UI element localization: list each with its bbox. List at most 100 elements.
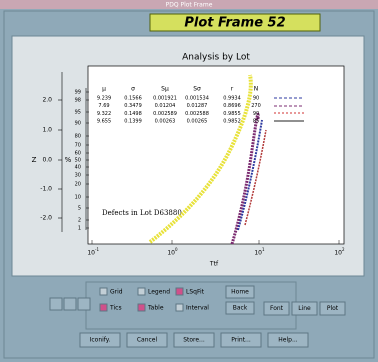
table-cell: 90: [253, 111, 259, 117]
checkbox[interactable]: [137, 303, 146, 312]
frame-banner: [149, 13, 321, 32]
table-cell: 0.01204: [155, 103, 176, 109]
checkbox[interactable]: [175, 303, 184, 312]
x-tick-exponent: 2: [342, 247, 345, 252]
button-label: Font: [270, 305, 284, 312]
table-cell: 270: [251, 103, 261, 109]
table-cell: 90: [253, 96, 259, 102]
button[interactable]: [319, 301, 346, 316]
percent-label: %: [65, 156, 72, 164]
table-cell: 0.001921: [153, 96, 177, 102]
x-tick-exponent: -1: [95, 247, 99, 252]
button[interactable]: [263, 301, 290, 316]
trace-blue: [237, 119, 263, 231]
checkbox[interactable]: [175, 287, 184, 296]
table-header: μ: [102, 86, 106, 93]
table-cell: 0.00263: [155, 119, 176, 125]
data-traces: [148, 74, 267, 245]
button[interactable]: [267, 332, 309, 348]
percent-tick-label: 80: [75, 134, 81, 140]
annotation: Defects in Lot D63880: [102, 209, 182, 217]
x-tick-label: 10: [254, 250, 262, 257]
trace-yellow: [148, 74, 253, 244]
checkbox-label: Legend: [148, 289, 170, 296]
checkbox-label: LSqFit: [186, 289, 205, 296]
z-tick-label: -2.0: [40, 215, 52, 222]
button-label: Iconify.: [90, 337, 111, 344]
table-cell: 0.8696: [223, 103, 241, 109]
z-tick-label: 1.0: [42, 127, 52, 134]
table-cell: 0.1498: [124, 111, 142, 117]
percent-tick-label: 1: [78, 226, 81, 232]
percent-tick-label: 95: [75, 110, 81, 116]
button-label: Plot: [327, 305, 339, 312]
plot-title: Analysis by Lot: [182, 53, 250, 63]
tool-icon[interactable]: [63, 297, 77, 311]
z-tick-label: 0.0: [42, 157, 52, 164]
x-tick-label: 10: [334, 250, 342, 257]
z-tick-label: 2.0: [42, 97, 52, 104]
button-label: Cancel: [137, 337, 158, 344]
x-tick-label: 10: [87, 250, 95, 257]
plot-area: [87, 65, 345, 245]
checkbox-label: Interval: [186, 305, 209, 312]
tool-icon[interactable]: [77, 297, 91, 311]
button[interactable]: [173, 332, 215, 348]
frame-title: Plot Frame 52: [184, 16, 285, 31]
button-label: Help...: [278, 337, 297, 344]
checkbox[interactable]: [137, 287, 146, 296]
percent-tick-label: 2: [78, 218, 81, 224]
window-title: PDQ Plot Frame: [166, 2, 213, 9]
table-cell: 9.655: [97, 119, 111, 125]
button[interactable]: [126, 332, 168, 348]
table-cell: 7.69: [98, 103, 109, 109]
percent-tick-label: 5: [78, 206, 81, 212]
table-cell: 0.9855: [223, 111, 241, 117]
table-cell: 0.3479: [124, 103, 142, 109]
table-cell: 9.239: [97, 96, 111, 102]
x-tick-exponent: 0: [175, 247, 178, 252]
table-header: r: [231, 86, 234, 93]
table-header: σ: [131, 86, 135, 93]
button[interactable]: [291, 301, 318, 316]
x-label: Ttf: [209, 261, 219, 268]
checkbox-label: Tics: [109, 305, 122, 312]
checkbox[interactable]: [99, 303, 108, 312]
table-cell: 0.9852: [223, 119, 241, 125]
table-header: Sσ: [193, 86, 201, 93]
percent-tick-label: 10: [75, 195, 81, 201]
trace-red: [244, 129, 267, 226]
table-cell: 0.9934: [223, 96, 241, 102]
legend-samples: [274, 97, 304, 122]
table-cell: 0.01287: [187, 103, 208, 109]
button[interactable]: [225, 301, 255, 315]
z-label: Z: [32, 156, 37, 164]
trace-purple: [230, 112, 260, 245]
table-cell: 0.1399: [124, 119, 142, 125]
table-header: N: [254, 86, 259, 93]
button[interactable]: [220, 332, 262, 348]
tool-icon[interactable]: [49, 297, 63, 311]
percent-tick-label: 70: [75, 143, 81, 149]
button-label: Home: [231, 289, 249, 296]
table-header: Sμ: [161, 86, 169, 93]
button[interactable]: [79, 332, 121, 348]
table-cell: 0.00265: [187, 119, 208, 125]
percent-tick-label: 60: [75, 151, 81, 157]
x-tick-label: 10: [167, 250, 175, 257]
checkbox[interactable]: [99, 287, 108, 296]
z-tick-label: -1.0: [40, 186, 52, 193]
table-cell: 0.1566: [124, 96, 142, 102]
x-tick-exponent: 1: [262, 247, 265, 252]
button-label: Print...: [231, 337, 251, 344]
table-cell: 85: [253, 119, 259, 125]
button[interactable]: [225, 285, 255, 299]
percent-tick-label: 50: [75, 158, 81, 164]
percent-tick-label: 90: [75, 121, 81, 127]
button-label: Back: [233, 305, 248, 312]
table-cell: 0.001534: [185, 96, 209, 102]
table-cell: 9.322: [97, 111, 111, 117]
button-label: Line: [298, 305, 311, 312]
